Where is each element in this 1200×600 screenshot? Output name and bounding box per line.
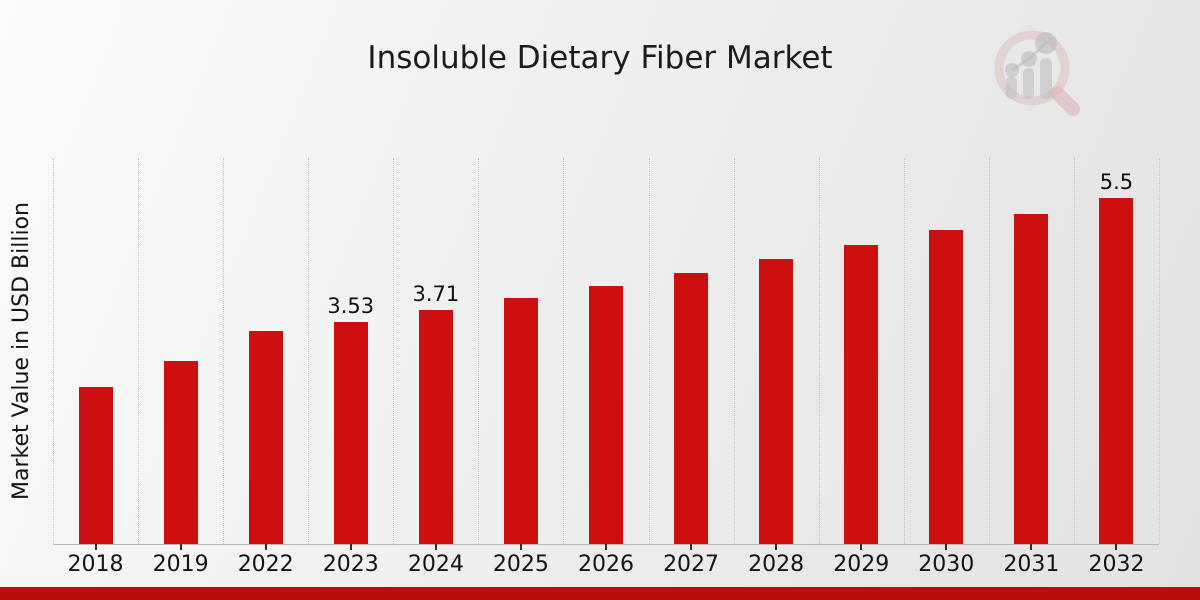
x-tick-label-2018: 2018 <box>67 552 124 577</box>
x-axis-tick <box>690 544 693 550</box>
plot-area: 2018 2019 2022 3.53 2023 3.71 2024 2025 2026 2027… <box>53 158 1160 577</box>
gridline <box>648 158 650 544</box>
x-tick-label-2022: 2022 <box>237 552 294 577</box>
x-axis-tick <box>1115 544 1118 550</box>
bar-2031 <box>1014 214 1049 544</box>
y-axis-label: Market Value in USD Billion <box>9 201 34 501</box>
x-axis-tick <box>179 544 182 550</box>
x-tick-label-2031: 2031 <box>1003 552 1060 577</box>
magnifier-bar-chart-logo-icon <box>994 30 1080 116</box>
bar-value-label-2024: 3.71 <box>412 282 460 307</box>
gridline <box>988 158 990 544</box>
bar-2025 <box>503 298 538 544</box>
x-tick-label-2025: 2025 <box>492 552 549 577</box>
gridline <box>393 158 395 544</box>
gridline <box>478 158 480 544</box>
bar-2029 <box>844 244 879 544</box>
x-tick-label-2027: 2027 <box>663 552 720 577</box>
x-axis-tick <box>349 544 352 550</box>
x-axis-tick <box>94 544 97 550</box>
bar-value-label-2032: 5.5 <box>1099 169 1134 194</box>
x-axis-tick <box>1030 544 1033 550</box>
x-tick-label-2019: 2019 <box>152 552 209 577</box>
gridline <box>818 158 820 544</box>
x-axis-tick <box>775 544 778 550</box>
gridline <box>223 158 225 544</box>
gridline <box>1159 158 1160 544</box>
gridline <box>903 158 905 544</box>
bar-2023 <box>333 321 368 544</box>
bar-2019 <box>163 360 198 544</box>
footer-accent-bar <box>0 587 1200 600</box>
bar-2028 <box>759 259 794 544</box>
bar-2026 <box>589 285 623 544</box>
x-axis-tick <box>860 544 863 550</box>
gridline <box>138 158 140 544</box>
x-tick-label-2024: 2024 <box>407 552 464 577</box>
x-axis-tick <box>605 544 607 550</box>
x-axis-tick <box>264 544 267 550</box>
gridline <box>563 158 565 544</box>
x-axis-tick <box>945 544 948 550</box>
x-tick-label-2029: 2029 <box>833 552 890 577</box>
gridline <box>308 158 310 544</box>
bar-2018 <box>78 386 113 544</box>
bar-2030 <box>929 229 964 544</box>
x-tick-label-2023: 2023 <box>322 552 379 577</box>
x-tick-label-2032: 2032 <box>1088 552 1145 577</box>
bar-2024 <box>418 310 453 544</box>
x-tick-label-2026: 2026 <box>578 552 634 577</box>
x-axis-tick <box>519 544 522 550</box>
x-axis-tick <box>434 544 437 550</box>
gridline <box>1073 158 1075 544</box>
chart-title: Insoluble Dietary Fiber Market <box>367 40 833 76</box>
gridline <box>53 158 54 544</box>
x-tick-label-2030: 2030 <box>918 552 975 577</box>
bar-2032 <box>1099 197 1134 544</box>
bar-value-label-2023: 3.53 <box>327 293 375 318</box>
bar-2027 <box>674 272 709 544</box>
x-tick-label-2028: 2028 <box>748 552 805 577</box>
gridline <box>733 158 735 544</box>
bar-2022 <box>248 331 283 544</box>
